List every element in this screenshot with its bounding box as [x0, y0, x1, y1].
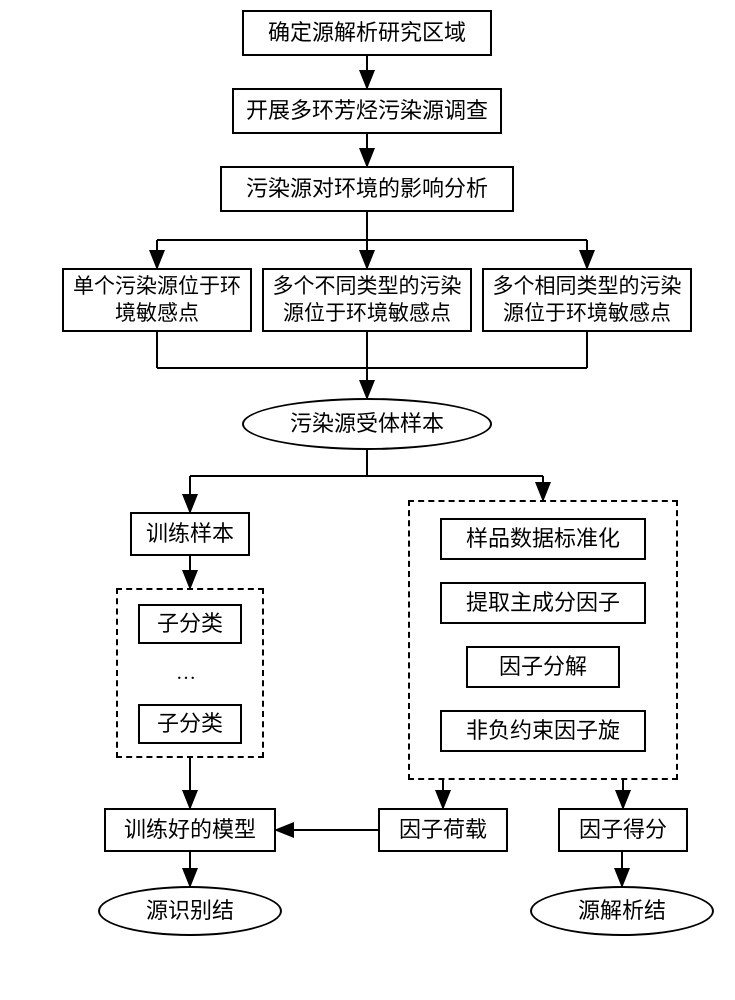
flow-node-n6: 多个相同类型的污染源位于环境敏感点: [482, 268, 692, 332]
flow-node-n11: 训练好的模型: [104, 808, 276, 852]
flow-node-n9: 子分类: [138, 604, 242, 644]
flow-node-n10: 子分类: [138, 704, 242, 744]
flow-node-n12: 源识别结: [98, 886, 282, 936]
flow-node-n17: 因子荷载: [378, 808, 508, 852]
flow-node-n7: 污染源受体样本: [242, 398, 492, 450]
flow-node-n5: 多个不同类型的污染源位于环境敏感点: [262, 268, 472, 332]
flow-node-n19: 源解析结: [530, 886, 714, 936]
flow-node-n4: 单个污染源位于环境敏感点: [62, 268, 252, 332]
flow-node-n16: 非负约束因子旋: [440, 710, 646, 752]
flow-node-n14: 提取主成分因子: [440, 582, 646, 624]
flow-node-n1: 确定源解析研究区域: [242, 10, 492, 56]
flow-node-n18: 因子得分: [558, 808, 688, 852]
flow-node-n15: 因子分解: [466, 646, 620, 688]
flow-node-n8: 训练样本: [130, 512, 250, 556]
flow-node-n13: 样品数据标准化: [440, 518, 646, 560]
flow-node-n3: 污染源对环境的影响分析: [220, 166, 514, 212]
flow-node-n2: 开展多环芳烃污染源调查: [232, 88, 502, 134]
flow-ellipsis: …: [176, 662, 196, 685]
